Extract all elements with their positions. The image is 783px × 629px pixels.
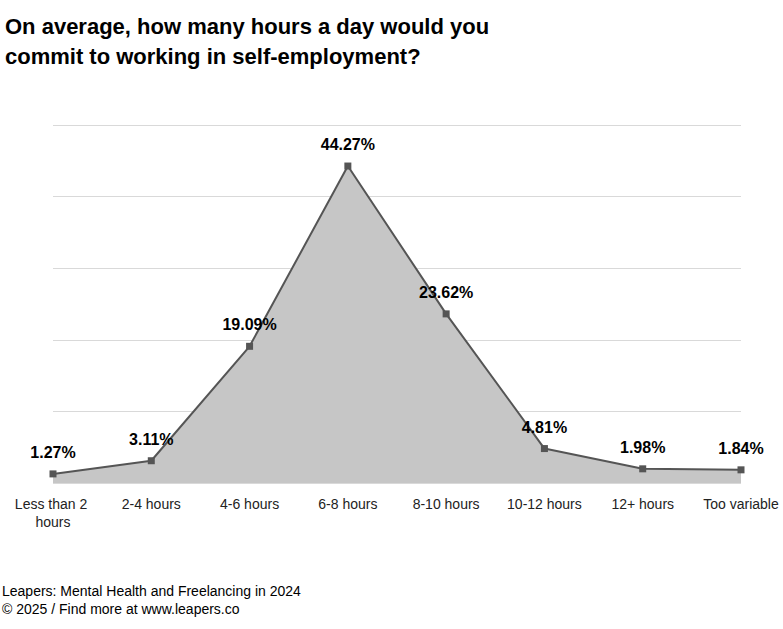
svg-text:12+ hours: 12+ hours (611, 496, 674, 512)
svg-text:3.11%: 3.11% (129, 431, 173, 448)
svg-text:hours: hours (35, 514, 70, 530)
svg-text:4.81%: 4.81% (522, 419, 567, 436)
svg-text:6-8 hours: 6-8 hours (318, 496, 377, 512)
svg-text:On average, how many hours a d: On average, how many hours a day would y… (5, 14, 495, 39)
svg-text:23.62%: 23.62% (419, 284, 473, 301)
svg-text:1.27%: 1.27% (30, 444, 75, 461)
svg-text:commit to working in self-empl: commit to working in self-employment? (5, 44, 421, 69)
svg-text:© 2025 / Find more at www.leap: © 2025 / Find more at www.leapers.co (2, 601, 240, 617)
svg-text:2-4 hours: 2-4 hours (122, 496, 181, 512)
svg-text:44.27%: 44.27% (321, 136, 375, 153)
svg-text:Less than 2: Less than 2 (15, 496, 91, 512)
svg-text:Leapers: Mental Health and Fre: Leapers: Mental Health and Freelancing i… (2, 583, 301, 599)
svg-text:1.84%: 1.84% (718, 440, 763, 457)
svg-text:Too variable: Too variable (703, 496, 779, 512)
svg-text:19.09%: 19.09% (222, 316, 276, 333)
svg-text:1.98%: 1.98% (620, 439, 665, 456)
svg-text:8-10 hours: 8-10 hours (413, 496, 480, 512)
svg-text:10-12 hours: 10-12 hours (507, 496, 582, 512)
svg-text:4-6 hours: 4-6 hours (220, 496, 279, 512)
